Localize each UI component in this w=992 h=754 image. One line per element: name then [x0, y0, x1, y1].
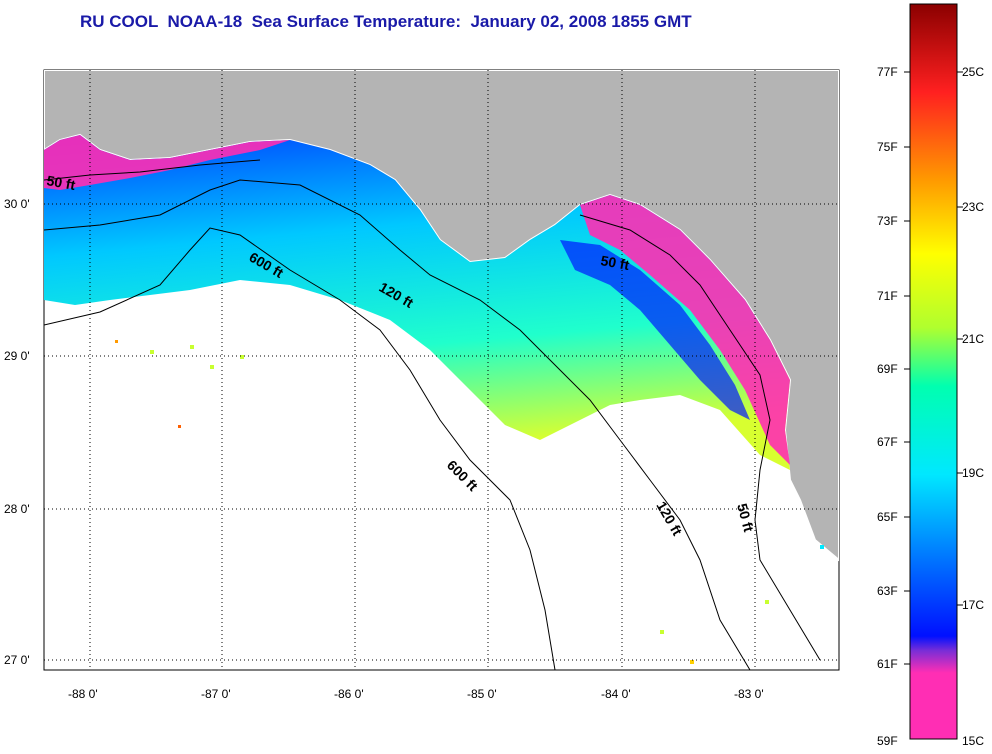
- colorbar-f-label: 59F: [877, 734, 898, 748]
- deep-blue-band: [560, 240, 750, 420]
- latitude-label: 30 0': [4, 197, 30, 211]
- longitude-label: -85 0': [467, 687, 497, 701]
- colorbar: [909, 3, 958, 740]
- longitude-label: -88 0': [68, 687, 98, 701]
- latitude-label: 28 0': [4, 502, 30, 516]
- colorbar-c-label: 25C: [962, 65, 984, 79]
- colorbar-c-label: 21C: [962, 332, 984, 346]
- isobath-600ft: [44, 227, 556, 670]
- latitude-label: 29 0': [4, 349, 30, 363]
- colorbar-f-label: 77F: [877, 65, 898, 79]
- colorbar-c-label: 15C: [962, 734, 984, 748]
- map-title: RU COOL NOAA-18 Sea Surface Temperature:…: [80, 12, 692, 31]
- latitude-label: 27 0': [4, 653, 30, 667]
- colorbar-f-label: 63F: [877, 584, 898, 598]
- colorbar-c-label: 23C: [962, 200, 984, 214]
- longitude-label: -86 0': [334, 687, 364, 701]
- colorbar-f-label: 75F: [877, 140, 898, 154]
- sst-scatter: [115, 340, 824, 664]
- colorbar-c-label: 19C: [962, 466, 984, 480]
- isobath-label: 50 ft: [599, 252, 630, 273]
- colorbar-f-label: 73F: [877, 214, 898, 228]
- cold-coastal-band: [44, 135, 290, 190]
- isobath-120ft: [44, 179, 751, 670]
- colorbar-f-label: 69F: [877, 362, 898, 376]
- isobath-50ft: [44, 159, 821, 661]
- longitude-label: -84 0': [601, 687, 631, 701]
- graticule: [44, 70, 839, 670]
- colorbar-f-label: 71F: [877, 289, 898, 303]
- isobath-label: 50 ft: [45, 172, 76, 193]
- longitude-label: -83 0': [734, 687, 764, 701]
- isobath-label: 50 ft: [734, 502, 757, 534]
- colorbar-c-label: 17C: [962, 598, 984, 612]
- longitude-label: -87 0': [201, 687, 231, 701]
- cold-coastal-band-east: [580, 195, 790, 465]
- colorbar-f-label: 65F: [877, 510, 898, 524]
- colorbar-f-label: 61F: [877, 657, 898, 671]
- colorbar-ticks: [904, 71, 963, 665]
- colorbar-f-label: 67F: [877, 435, 898, 449]
